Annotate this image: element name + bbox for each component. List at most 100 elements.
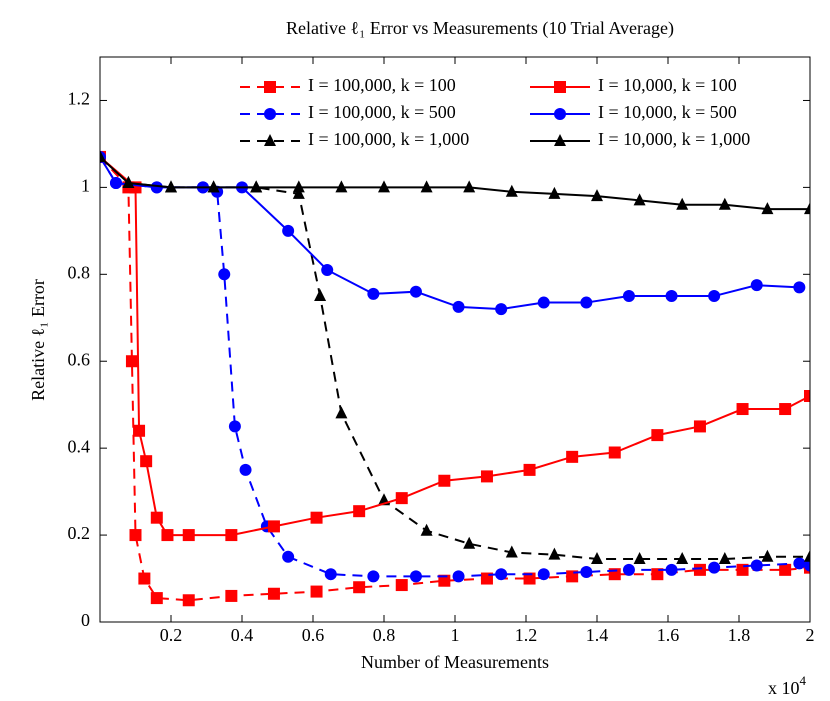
y-tick-label: 0.2 bbox=[68, 523, 91, 543]
marker bbox=[250, 180, 263, 193]
marker bbox=[633, 551, 646, 564]
marker bbox=[804, 549, 810, 562]
marker bbox=[420, 180, 433, 193]
marker bbox=[225, 589, 238, 602]
marker bbox=[182, 529, 195, 542]
marker bbox=[793, 557, 806, 570]
marker bbox=[367, 570, 380, 583]
marker bbox=[282, 550, 295, 563]
marker bbox=[225, 529, 238, 542]
y-tick-label: 1 bbox=[81, 176, 90, 196]
chart-title: Relative ℓ₁ Error vs Measurements (10 Tr… bbox=[286, 18, 674, 39]
x-tick-label: 0.2 bbox=[160, 625, 183, 645]
marker bbox=[292, 186, 305, 199]
legend-marker bbox=[554, 134, 566, 146]
x-tick-label: 2 bbox=[806, 625, 815, 645]
marker bbox=[133, 424, 146, 437]
legend-label: I = 100,000, k = 100 bbox=[308, 75, 456, 95]
marker bbox=[161, 529, 174, 542]
x-tick-label: 1.8 bbox=[728, 625, 751, 645]
legend-marker bbox=[554, 108, 566, 120]
marker bbox=[548, 186, 561, 199]
marker bbox=[718, 197, 731, 210]
series-line bbox=[100, 156, 810, 537]
marker bbox=[708, 561, 721, 574]
marker bbox=[125, 355, 138, 368]
legend-marker bbox=[264, 134, 276, 146]
marker bbox=[566, 450, 579, 463]
marker bbox=[452, 570, 465, 583]
marker bbox=[804, 559, 810, 572]
y-tick-label: 0.8 bbox=[68, 262, 91, 282]
y-tick-label: 0.6 bbox=[68, 349, 91, 369]
y-tick-label: 1.2 bbox=[68, 89, 91, 109]
plot-area bbox=[100, 149, 810, 607]
marker bbox=[804, 202, 810, 215]
series-line bbox=[100, 156, 810, 602]
marker bbox=[505, 184, 518, 197]
marker bbox=[463, 180, 476, 193]
marker bbox=[750, 279, 763, 292]
marker bbox=[523, 572, 536, 585]
legend-label: I = 10,000, k = 500 bbox=[598, 102, 737, 122]
marker bbox=[409, 570, 422, 583]
marker bbox=[353, 505, 366, 518]
marker bbox=[495, 303, 508, 316]
legend-label: I = 10,000, k = 100 bbox=[598, 75, 737, 95]
x-axis-label: Number of Measurements bbox=[361, 652, 549, 672]
marker bbox=[718, 551, 731, 564]
marker bbox=[537, 296, 550, 309]
marker bbox=[335, 406, 348, 419]
legend-marker bbox=[264, 81, 276, 93]
marker bbox=[335, 180, 348, 193]
marker bbox=[292, 180, 305, 193]
marker bbox=[804, 390, 810, 402]
marker bbox=[239, 463, 252, 476]
y-tick-label: 0 bbox=[81, 610, 90, 630]
legend-marker bbox=[554, 81, 566, 93]
marker bbox=[676, 197, 689, 210]
marker bbox=[580, 566, 593, 579]
marker bbox=[282, 224, 295, 237]
marker bbox=[523, 463, 536, 476]
marker bbox=[495, 568, 508, 581]
marker bbox=[138, 572, 151, 585]
marker bbox=[548, 547, 561, 560]
marker bbox=[438, 474, 451, 487]
marker bbox=[480, 470, 493, 483]
marker bbox=[651, 568, 664, 581]
marker bbox=[165, 180, 177, 193]
x-tick-label: 1 bbox=[451, 625, 460, 645]
marker bbox=[228, 420, 241, 433]
marker bbox=[750, 559, 763, 572]
marker bbox=[452, 300, 465, 313]
marker bbox=[207, 180, 220, 193]
marker bbox=[218, 268, 231, 281]
marker bbox=[321, 263, 334, 276]
x-scale-base: x 10 bbox=[768, 678, 800, 698]
marker bbox=[665, 290, 678, 303]
marker bbox=[129, 529, 142, 542]
legend-label: I = 100,000, k = 500 bbox=[308, 102, 456, 122]
x-tick-label: 1.2 bbox=[515, 625, 538, 645]
marker bbox=[693, 420, 706, 433]
marker bbox=[693, 563, 706, 576]
x-scale-label: x 104 bbox=[768, 673, 807, 698]
marker bbox=[505, 545, 518, 558]
marker bbox=[314, 289, 327, 302]
marker bbox=[463, 536, 476, 549]
marker bbox=[622, 290, 635, 303]
marker bbox=[324, 568, 337, 581]
marker bbox=[109, 177, 122, 190]
legend-label: I = 100,000, k = 1,000 bbox=[308, 129, 469, 149]
marker bbox=[182, 594, 195, 607]
y-tick-label: 0.4 bbox=[68, 436, 91, 456]
marker bbox=[591, 551, 603, 564]
marker bbox=[537, 568, 550, 581]
marker bbox=[438, 574, 451, 587]
marker bbox=[367, 287, 380, 300]
legend-marker bbox=[264, 108, 276, 120]
marker bbox=[651, 429, 664, 442]
marker bbox=[779, 403, 792, 416]
